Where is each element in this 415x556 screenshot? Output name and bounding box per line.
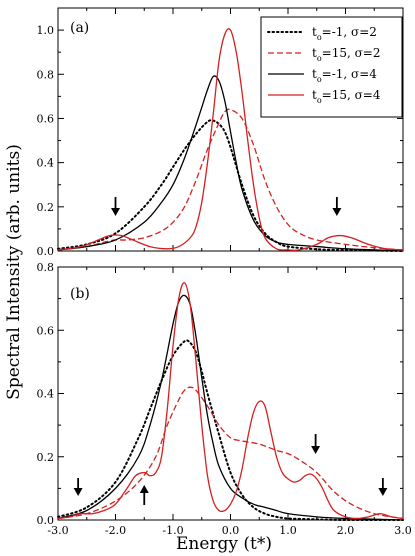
panel-b-x-tick-label: 1.0 bbox=[279, 524, 297, 537]
panel-b-arrow-2-up bbox=[139, 485, 149, 505]
legend-entry-1: to=-1, σ=2 bbox=[267, 25, 377, 42]
panel-b-x-tick-label: 0.0 bbox=[222, 524, 240, 537]
panel-b-y-tick-label: 0.0 bbox=[37, 514, 55, 527]
panel-a-label: (a) bbox=[70, 20, 89, 36]
panel-a-y-tick-label: 0.4 bbox=[37, 157, 55, 170]
panel-b-x-tick-label: 2.0 bbox=[337, 524, 355, 537]
arrow-head bbox=[332, 208, 342, 216]
legend-label: to=-1, σ=2 bbox=[312, 25, 377, 42]
arrow-head bbox=[378, 488, 388, 496]
panel-b-series-line-4 bbox=[57, 282, 404, 520]
panel-a-series-line-4 bbox=[57, 28, 404, 252]
panel-b-frame bbox=[57, 266, 404, 521]
panel-a-arrow-2-down bbox=[332, 197, 342, 216]
legend: to=-1, σ=2 to=15, σ=2 to=-1, σ=4 to=15, σ=4 bbox=[260, 16, 403, 118]
legend-box bbox=[260, 16, 403, 118]
panel-a-series bbox=[57, 28, 404, 252]
panel-b-arrow-4-down bbox=[378, 478, 388, 496]
panel-b: -3.0 -2.0 -1.0 0.0 1.0 2.0 3.00.00.20.40.60.8 … bbox=[37, 261, 412, 537]
panel-b-y-tick-label: 0.6 bbox=[37, 324, 55, 337]
legend-label: to=15, σ=4 bbox=[312, 88, 381, 105]
panel-a-y-tick-label: 1.0 bbox=[37, 24, 55, 37]
legend-entry-2: to=15, σ=2 bbox=[268, 46, 381, 63]
legend-entry-4: to=15, σ=4 bbox=[268, 88, 381, 105]
panel-b-x-tick-label: 3.0 bbox=[394, 524, 412, 537]
panel-a-ticks: 0.0 0.2 0.4 0.6 0.8 1.0 bbox=[37, 8, 404, 258]
x-axis-label: Energy (t*) bbox=[176, 534, 272, 554]
arrow-head bbox=[139, 485, 149, 493]
panel-b-y-tick-label: 0.2 bbox=[37, 451, 55, 464]
panel-a-series-line-1 bbox=[57, 119, 404, 252]
arrow-head bbox=[311, 446, 321, 454]
panel-b-series-line-1 bbox=[57, 339, 404, 522]
y-axis-label: Spectral Intensity (arb. units) bbox=[4, 144, 24, 400]
panel-a-arrow-1-down bbox=[111, 197, 120, 216]
panel-b-y-tick-label: 0.8 bbox=[37, 261, 55, 274]
panel-a-y-tick-label: 0.0 bbox=[37, 245, 55, 258]
panel-a-arrows bbox=[111, 197, 342, 216]
panel-b-arrow-1-down bbox=[73, 478, 83, 496]
panel-b-series bbox=[57, 282, 404, 522]
panel-b-ticks: -3.0 -2.0 -1.0 0.0 1.0 2.0 3.0 0.0 0.2 0.4 0.6 0.8 bbox=[37, 261, 412, 537]
panel-b-series-line-2 bbox=[57, 386, 404, 520]
panel-a-series-line-3 bbox=[57, 75, 404, 252]
panel-a: 0.0 0.2 0.4 0.6 0.8 1.0 (a) to=-1, σ=2 to=15, … bbox=[37, 7, 404, 258]
panel-b-x-tick-label: -1.0 bbox=[162, 524, 183, 537]
panel-a-y-tick-label: 0.8 bbox=[37, 68, 55, 81]
panel-a-series-line-2 bbox=[57, 108, 404, 251]
legend-label: to=15, σ=2 bbox=[312, 46, 381, 63]
panel-b-x-tick-label: -3.0 bbox=[47, 524, 68, 537]
arrow-head bbox=[111, 208, 120, 216]
panel-b-arrows bbox=[73, 434, 388, 505]
arrow-head bbox=[73, 488, 83, 496]
panel-b-arrow-3-down bbox=[311, 434, 321, 454]
panel-a-y-tick-label: 0.6 bbox=[37, 112, 55, 125]
panel-b-label: (b) bbox=[70, 286, 90, 302]
panel-b-x-tick-label: -2.0 bbox=[105, 524, 126, 537]
panel-b-y-tick-label: 0.4 bbox=[37, 388, 55, 401]
panel-a-y-tick-label: 0.2 bbox=[37, 201, 55, 214]
legend-label: to=-1, σ=4 bbox=[312, 67, 377, 84]
legend-entry-3: to=-1, σ=4 bbox=[268, 67, 377, 84]
panel-b-series-line-3 bbox=[57, 294, 404, 521]
